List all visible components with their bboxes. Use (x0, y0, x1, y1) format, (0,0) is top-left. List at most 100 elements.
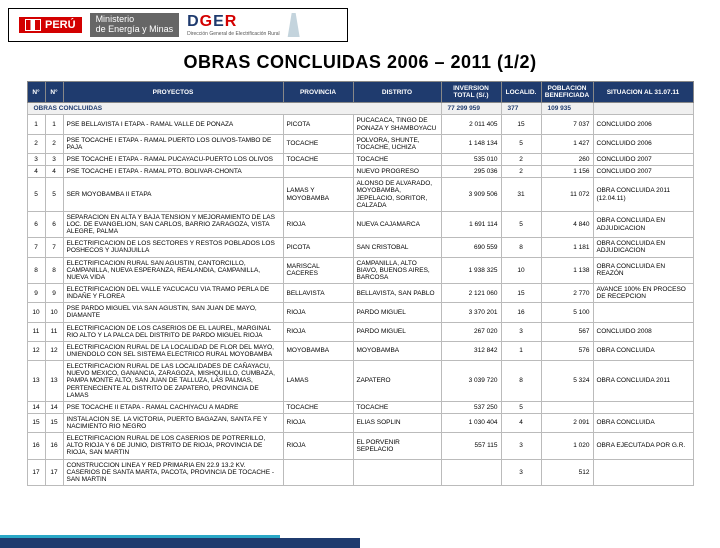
table-row: 1414PSE TOCACHE II ETAPA - RAMAL CACHIYA… (27, 401, 693, 413)
table-cell: 2 121 060 (441, 283, 501, 302)
table-cell: PSE TOCACHE I ETAPA - RAMAL PTO. BOLIVAR… (63, 166, 283, 178)
table-cell: 10 (501, 257, 541, 283)
table-cell: CONCLUIDO 2006 (593, 115, 693, 134)
table-cell: 4 (45, 166, 63, 178)
table-cell (593, 303, 693, 322)
table-cell: 15 (45, 413, 63, 432)
table-cell: 535 010 (441, 153, 501, 165)
table-cell: 8 (45, 257, 63, 283)
table-cell: PSE TOCACHE II ETAPA - RAMAL CACHIYACU A… (63, 401, 283, 413)
table-cell: LAMAS (283, 361, 353, 402)
table-cell: 1 691 114 (441, 211, 501, 237)
table-cell: CAMPANILLA, ALTO BIAVO, BUENOS AIRES, BA… (353, 257, 441, 283)
table-cell: NUEVO PROGRESO (353, 166, 441, 178)
table-cell: 567 (541, 322, 593, 341)
table-cell: RIOJA (283, 303, 353, 322)
column-header: INVERSION TOTAL (S/.) (441, 82, 501, 103)
table-cell: PSE PARDO MIGUEL VIA SAN AGUSTIN, SAN JU… (63, 303, 283, 322)
table-cell: OBRA CONCLUIDA EN REAZÓN (593, 257, 693, 283)
table-cell: 2 (501, 153, 541, 165)
table-cell: ELECTRIFICACION RURAL SAN AGUSTIN, CANTO… (63, 257, 283, 283)
table-cell: NUEVA CAJAMARCA (353, 211, 441, 237)
section-label: OBRAS CONCLUIDAS (27, 103, 441, 115)
table-cell: PICOTA (283, 238, 353, 257)
table-cell: ALONSO DE ALVARADO, MOYOBAMBA, JEPELACIO… (353, 178, 441, 212)
table-cell: ELIAS SOPLIN (353, 413, 441, 432)
column-header: N° (27, 82, 45, 103)
table-cell: 1 (45, 115, 63, 134)
table-cell: MOYOBAMBA (283, 341, 353, 360)
table-cell: ELECTRIFICACION DE LOS SECTORES Y RESTOS… (63, 238, 283, 257)
table-cell: POLVORA, SHUNTE, TOCACHE, UCHIZA (353, 134, 441, 153)
table-cell: 4 (501, 413, 541, 432)
table-cell: OBRA EJECUTADA POR G.R. (593, 433, 693, 459)
table-cell: TOCACHE (283, 134, 353, 153)
table-row: 88ELECTRIFICACION RURAL SAN AGUSTIN, CAN… (27, 257, 693, 283)
projects-table: N°N°PROYECTOSPROVINCIADISTRITOINVERSION … (27, 81, 694, 486)
table-cell: 1 938 325 (441, 257, 501, 283)
table-row: 1717CONSTRUCCION LINEA Y RED PRIMARIA EN… (27, 459, 693, 485)
table-cell: 14 (27, 401, 45, 413)
table-cell: 1 181 (541, 238, 593, 257)
table-cell: 8 (27, 257, 45, 283)
table-cell: TOCACHE (283, 401, 353, 413)
table-cell: 6 (27, 211, 45, 237)
table-cell (353, 459, 441, 485)
table-cell: 7 (45, 238, 63, 257)
table-cell: 17 (45, 459, 63, 485)
table-cell: OBRA CONCLUIDA 2011 (593, 361, 693, 402)
table-cell: LAMAS Y MOYOBAMBA (283, 178, 353, 212)
table-cell: 1 (27, 115, 45, 134)
column-header: POBLACION BENEFICIADA (541, 82, 593, 103)
table-cell (283, 459, 353, 485)
table-cell (593, 401, 693, 413)
table-cell: 5 (27, 178, 45, 212)
table-cell: MARISCAL CACERES (283, 257, 353, 283)
table-cell: 7 037 (541, 115, 593, 134)
table-cell: 690 559 (441, 238, 501, 257)
table-cell: OBRA CONCLUIDA EN ADJUDICACION (593, 211, 693, 237)
table-cell: EL PORVENIR SEPELACIO (353, 433, 441, 459)
table-cell: PUCACACA, TINGO DE PONAZA Y SHAMBOYACU (353, 115, 441, 134)
column-header: SITUACION AL 31.07.11 (593, 82, 693, 103)
table-cell: 1 156 (541, 166, 593, 178)
table-cell: PARDO MIGUEL (353, 322, 441, 341)
table-cell: ELECTRIFICACION RURAL DE LAS LOCALIDADES… (63, 361, 283, 402)
table-cell: 3 (45, 153, 63, 165)
table-cell: 2 011 405 (441, 115, 501, 134)
table-cell: RIOJA (283, 322, 353, 341)
table-cell: CONCLUIDO 2008 (593, 322, 693, 341)
table-cell: SAN CRISTOBAL (353, 238, 441, 257)
ministry-label: Ministerio de Energía y Minas (90, 13, 180, 37)
table-cell: 3 039 720 (441, 361, 501, 402)
table-row: 1515INSTALACION SE. LA VICTORIA, PUERTO … (27, 413, 693, 432)
table-cell: 7 (27, 238, 45, 257)
table-cell: 537 250 (441, 401, 501, 413)
table-cell: 1 020 (541, 433, 593, 459)
table-cell: 295 036 (441, 166, 501, 178)
table-row: 1616ELECTRIFICACION RURAL DE LOS CASERIO… (27, 433, 693, 459)
table-cell: 260 (541, 153, 593, 165)
table-cell: CONCLUIDO 2006 (593, 134, 693, 153)
table-cell: 6 (45, 211, 63, 237)
table-cell: 12 (27, 341, 45, 360)
table-cell: PICOTA (283, 115, 353, 134)
table-row: 44PSE TOCACHE I ETAPA - RAMAL PTO. BOLIV… (27, 166, 693, 178)
table-cell: 1 138 (541, 257, 593, 283)
table-cell: OBRA CONCLUIDA 2011 (12.04.11) (593, 178, 693, 212)
table-row: 11PSE BELLAVISTA I ETAPA - RAMAL VALLE D… (27, 115, 693, 134)
table-cell: 16 (501, 303, 541, 322)
column-header: PROVINCIA (283, 82, 353, 103)
table-cell: 5 100 (541, 303, 593, 322)
table-cell: OBRA CONCLUIDA (593, 341, 693, 360)
section-total (593, 103, 693, 115)
table-row: 1010PSE PARDO MIGUEL VIA SAN AGUSTIN, SA… (27, 303, 693, 322)
table-cell: 3 (27, 153, 45, 165)
table-cell: 15 (27, 413, 45, 432)
table-cell: TOCACHE (353, 401, 441, 413)
table-cell: 16 (27, 433, 45, 459)
table-cell: CONCLUIDO 2007 (593, 153, 693, 165)
table-cell: 10 (27, 303, 45, 322)
dger-text: DGER (187, 13, 280, 31)
table-cell: BELLAVISTA (283, 283, 353, 302)
